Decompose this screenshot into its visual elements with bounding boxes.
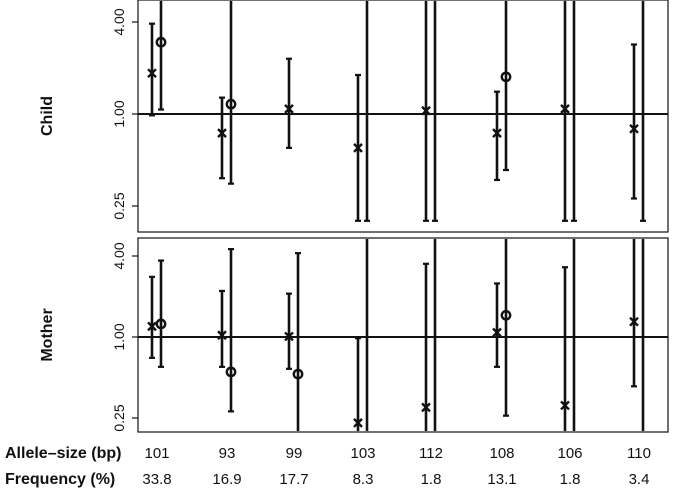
frequency-value: 16.9 — [212, 471, 241, 488]
allele-size-value: 101 — [144, 445, 169, 462]
o-marker — [155, 318, 167, 330]
x-marker-stroke — [560, 400, 570, 411]
x-marker — [284, 104, 294, 114]
x-marker-stroke — [353, 143, 363, 153]
allele-size-value: 99 — [286, 445, 303, 462]
x-marker-stroke — [560, 104, 570, 114]
o-marker — [225, 98, 237, 110]
allele-size-value: 103 — [350, 445, 375, 462]
panel-label: Child — [39, 96, 56, 136]
y-tick-label: 4.00 — [111, 8, 127, 35]
x-marker — [421, 402, 431, 413]
bottom-table: Allele–size (bp) Frequency (%) 101 93 99 10… — [5, 445, 651, 488]
frequency-values: 33.8 16.9 17.7 8.3 1.8 13.1 1.8 3.4 — [142, 471, 649, 488]
x-marker — [353, 143, 363, 153]
frequency-value: 1.8 — [560, 471, 581, 488]
x-marker-stroke — [629, 123, 639, 134]
x-marker-stroke — [492, 128, 502, 138]
x-marker — [629, 123, 639, 134]
allele-size-value: 112 — [419, 445, 443, 462]
x-marker — [492, 128, 502, 138]
x-marker — [217, 330, 227, 341]
x-marker — [629, 316, 639, 327]
allele-size-value: 110 — [627, 445, 651, 462]
x-marker — [560, 104, 570, 114]
x-marker — [492, 327, 502, 338]
o-marker — [155, 36, 167, 48]
panel-child: 0.25 1.00 4.00 Child — [39, 0, 669, 233]
panels-group: 0.25 1.00 4.00 Child 0.25 1.00 4.00 Mother — [39, 0, 669, 433]
frequency-value: 3.4 — [629, 471, 650, 488]
allele-size-row-label: Allele–size (bp) — [5, 445, 121, 462]
x-marker-stroke — [284, 104, 294, 114]
x-marker-stroke — [147, 321, 157, 332]
x-marker — [353, 418, 363, 428]
o-marker — [292, 368, 304, 380]
allele-size-values: 101 93 99 103 112 108 106 110 — [144, 445, 650, 462]
x-marker-stroke — [492, 327, 502, 338]
frequency-value: 8.3 — [353, 471, 374, 488]
x-marker-stroke — [421, 105, 431, 116]
frequency-value: 17.7 — [279, 471, 308, 488]
frequency-row-label: Frequency (%) — [5, 471, 115, 488]
o-marker — [225, 366, 237, 378]
x-marker-stroke — [353, 418, 363, 428]
frequency-value: 13.1 — [487, 471, 516, 488]
y-tick-label: 1.00 — [111, 323, 127, 350]
y-tick-label: 4.00 — [111, 242, 127, 269]
allele-size-value: 108 — [489, 445, 514, 462]
x-marker-stroke — [217, 330, 227, 341]
x-marker — [147, 68, 157, 79]
frequency-value: 33.8 — [142, 471, 171, 488]
x-marker — [217, 128, 227, 138]
o-marker — [500, 309, 512, 321]
x-marker — [147, 321, 157, 332]
panel-frame — [137, 0, 669, 233]
x-marker-stroke — [629, 316, 639, 327]
x-marker — [421, 105, 431, 116]
x-marker — [284, 331, 294, 342]
x-marker-stroke — [217, 128, 227, 138]
allele-size-value: 106 — [557, 445, 582, 462]
x-marker — [560, 400, 570, 411]
panel-label: Mother — [39, 308, 56, 361]
panel-frame — [137, 237, 669, 433]
frequency-value: 1.8 — [421, 471, 442, 488]
panel-mother: 0.25 1.00 4.00 Mother — [39, 237, 669, 433]
allele-size-value: 93 — [219, 445, 236, 462]
y-tick-label: 0.25 — [111, 404, 127, 431]
o-marker — [500, 71, 512, 83]
y-tick-label: 1.00 — [111, 100, 127, 127]
x-marker-stroke — [284, 331, 294, 342]
x-marker-stroke — [147, 68, 157, 79]
x-marker-stroke — [421, 402, 431, 413]
y-tick-label: 0.25 — [111, 192, 127, 219]
